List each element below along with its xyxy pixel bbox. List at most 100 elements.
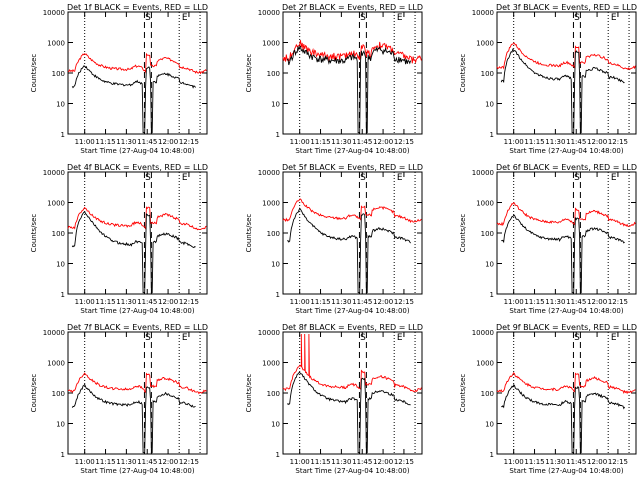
x-tick-label: 11:30: [331, 138, 351, 146]
x-tick-label: 12:00: [158, 458, 178, 466]
panel-title: Det 5f BLACK = Events, RED = LLD: [282, 163, 423, 172]
x-axis-label: Start Time (27-Aug-04 10:48:00): [80, 467, 194, 475]
y-tick-label: 10000: [43, 9, 65, 17]
lld-series-line: [67, 206, 207, 231]
plot-frame: [282, 331, 423, 455]
plot-frame: [67, 331, 208, 455]
x-tick-label: 12:00: [158, 138, 178, 146]
x-tick-label: 12:00: [373, 138, 393, 146]
x-tick-label: 11:45: [352, 138, 372, 146]
y-tick-label: 10000: [472, 329, 494, 337]
y-tick-label: 1000: [476, 40, 494, 48]
marker-label-e: E: [611, 13, 617, 23]
x-tick-label: 11:15: [310, 458, 330, 466]
y-tick-label: 10: [271, 101, 280, 109]
y-tick-label: 1000: [47, 360, 65, 368]
x-tick-label: 11:00: [504, 138, 524, 146]
x-tick-label: 11:00: [290, 298, 310, 306]
y-tick-label: 10: [56, 261, 65, 269]
lld-series-line: [282, 333, 422, 393]
x-tick-label: 11:30: [116, 458, 136, 466]
x-tick-label: 11:00: [504, 458, 524, 466]
y-axis-label: Counts/sec: [30, 54, 38, 93]
x-tick-label: 12:00: [587, 298, 607, 306]
panel-title: Det 4f BLACK = Events, RED = LLD: [67, 163, 208, 172]
marker-label-s: S: [574, 333, 580, 343]
marker-label-s: S: [360, 173, 366, 183]
panel-title: Det 2f BLACK = Events, RED = LLD: [282, 3, 423, 12]
y-tick-label: 1: [276, 451, 280, 459]
x-axis-label: Start Time (27-Aug-04 10:48:00): [295, 467, 409, 475]
y-axis-label: Counts/sec: [459, 214, 467, 253]
y-tick-label: 100: [52, 70, 65, 78]
x-tick-label: 12:15: [179, 138, 199, 146]
x-tick-label: 12:00: [373, 458, 393, 466]
x-tick-label: 11:45: [566, 458, 586, 466]
x-tick-label: 11:00: [290, 138, 310, 146]
y-tick-label: 1: [61, 451, 65, 459]
lld-series-line: [496, 201, 636, 227]
y-axis-label: Counts/sec: [30, 214, 38, 253]
lld-series-line: [282, 40, 422, 64]
y-axis-label: Counts/sec: [30, 374, 38, 413]
y-tick-label: 100: [267, 230, 280, 238]
panel-title: Det 1f BLACK = Events, RED = LLD: [67, 3, 208, 12]
x-tick-label: 12:00: [373, 298, 393, 306]
y-tick-label: 10: [485, 101, 494, 109]
x-tick-label: 11:15: [310, 138, 330, 146]
y-tick-label: 10000: [258, 329, 280, 337]
x-tick-label: 11:45: [352, 458, 372, 466]
x-tick-label: 11:00: [504, 298, 524, 306]
detector-panel-7: Det 7f BLACK = Events, RED = LLD 1 10 100 10…: [30, 323, 208, 475]
y-tick-label: 100: [52, 390, 65, 398]
y-tick-label: 10: [56, 101, 65, 109]
x-axis-label: Start Time (27-Aug-04 10:48:00): [509, 147, 623, 155]
x-tick-label: 11:30: [116, 138, 136, 146]
x-tick-label: 12:15: [608, 298, 628, 306]
x-tick-label: 12:15: [394, 458, 414, 466]
events-series-line: [501, 384, 625, 454]
detector-panel-3: Det 3f BLACK = Events, RED = LLD 1 10 100 10…: [459, 3, 637, 155]
x-axis-label: Start Time (27-Aug-04 10:48:00): [509, 467, 623, 475]
x-tick-label: 11:15: [310, 298, 330, 306]
x-tick-label: 12:15: [394, 138, 414, 146]
y-axis-label: Counts/sec: [245, 214, 253, 253]
lld-series-line: [282, 198, 422, 223]
x-tick-label: 11:30: [545, 298, 565, 306]
y-tick-label: 1: [490, 291, 494, 299]
x-tick-label: 12:15: [179, 458, 199, 466]
detector-panel-6: Det 6f BLACK = Events, RED = LLD 1 10 100 10…: [459, 163, 637, 315]
y-tick-label: 100: [267, 390, 280, 398]
x-tick-label: 11:30: [331, 298, 351, 306]
x-tick-label: 11:00: [75, 138, 95, 146]
y-tick-label: 1: [61, 131, 65, 139]
x-axis-label: Start Time (27-Aug-04 10:48:00): [295, 307, 409, 315]
y-tick-label: 10000: [472, 169, 494, 177]
marker-label-s: S: [574, 13, 580, 23]
plot-frame: [496, 11, 637, 135]
y-tick-label: 1: [276, 131, 280, 139]
marker-label-s: S: [145, 333, 151, 343]
x-tick-label: 12:15: [394, 298, 414, 306]
y-tick-label: 10: [271, 421, 280, 429]
y-tick-label: 100: [481, 230, 494, 238]
plot-frame: [282, 11, 423, 135]
events-series-line: [71, 383, 196, 454]
marker-label-e: E: [182, 173, 188, 183]
x-tick-label: 12:00: [158, 298, 178, 306]
x-tick-label: 11:00: [75, 298, 95, 306]
y-tick-label: 10000: [472, 9, 494, 17]
x-tick-label: 11:15: [95, 298, 115, 306]
y-axis-label: Counts/sec: [245, 374, 253, 413]
x-tick-label: 12:15: [179, 298, 199, 306]
y-tick-label: 1000: [47, 200, 65, 208]
y-tick-label: 100: [267, 70, 280, 78]
panel-title: Det 3f BLACK = Events, RED = LLD: [496, 3, 637, 12]
x-tick-label: 11:45: [137, 298, 157, 306]
plot-frame: [496, 171, 637, 295]
x-tick-label: 11:15: [95, 458, 115, 466]
x-tick-label: 11:45: [137, 458, 157, 466]
events-series-line: [71, 65, 196, 134]
y-tick-label: 100: [481, 70, 494, 78]
x-tick-label: 11:30: [545, 458, 565, 466]
